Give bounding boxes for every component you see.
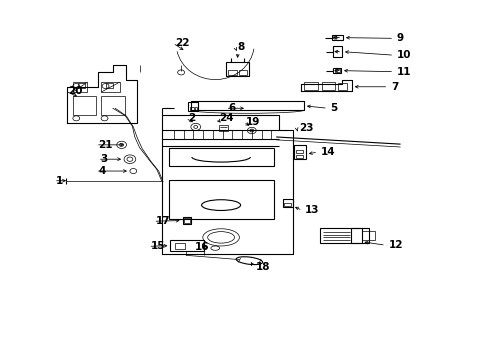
Bar [334, 69, 339, 72]
Text: 18: 18 [256, 262, 270, 272]
Text: 24: 24 [219, 113, 233, 123]
Bar [227, 70, 236, 75]
Text: 10: 10 [396, 50, 410, 60]
Circle shape [249, 129, 253, 132]
Text: 3: 3 [100, 154, 107, 164]
Bar [101, 82, 120, 92]
Bar [332, 68, 340, 73]
Bar [175, 243, 184, 249]
Text: 12: 12 [387, 240, 402, 250]
Bar [183, 219, 189, 223]
Text: 21: 21 [98, 140, 113, 150]
Text: 6: 6 [227, 103, 235, 113]
Text: 17: 17 [156, 216, 170, 226]
Bar [337, 83, 346, 90]
Bar [294, 145, 305, 159]
Text: 8: 8 [237, 42, 244, 52]
Bar [101, 96, 124, 115]
Bar [296, 149, 303, 153]
Text: 23: 23 [299, 123, 313, 133]
Bar [73, 82, 87, 92]
Bar [296, 154, 303, 158]
Bar [219, 125, 227, 131]
Text: 16: 16 [194, 242, 209, 252]
Text: 22: 22 [175, 38, 189, 48]
Bar [304, 82, 317, 90]
Bar [350, 228, 368, 243]
Text: 19: 19 [245, 117, 260, 127]
Bar [225, 62, 249, 76]
Bar [106, 83, 113, 88]
Bar [168, 148, 273, 166]
Bar [182, 217, 191, 224]
Bar [170, 240, 203, 251]
Bar [321, 82, 334, 90]
Bar [238, 70, 247, 75]
Text: 11: 11 [396, 67, 410, 77]
Text: 20: 20 [68, 86, 82, 96]
Bar [73, 96, 96, 115]
Bar [168, 180, 273, 220]
Bar [194, 107, 197, 110]
Bar [332, 46, 341, 57]
Text: 15: 15 [151, 241, 165, 251]
Bar [284, 203, 291, 206]
Text: 14: 14 [320, 147, 334, 157]
Text: 4: 4 [98, 166, 105, 176]
Text: 9: 9 [396, 33, 403, 43]
Bar [282, 199, 293, 207]
Text: 13: 13 [305, 206, 319, 216]
Text: 7: 7 [390, 82, 397, 92]
Bar [189, 107, 193, 110]
Bar [361, 231, 374, 240]
Bar [331, 35, 342, 40]
Bar [188, 102, 198, 111]
Bar [320, 228, 361, 243]
Text: 1: 1 [56, 176, 63, 186]
Text: 5: 5 [330, 103, 337, 113]
Text: 2: 2 [187, 113, 195, 123]
Bar [78, 83, 84, 88]
